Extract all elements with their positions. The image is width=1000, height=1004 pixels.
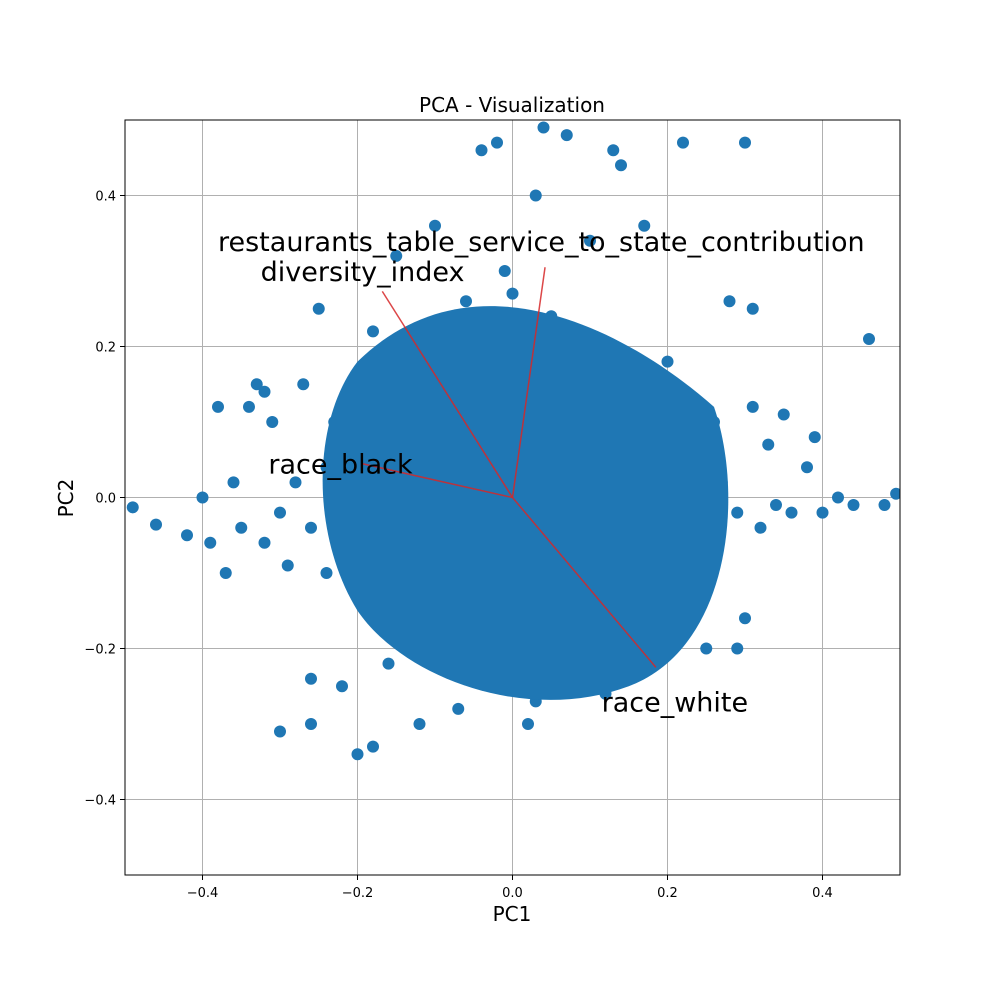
scatter-point-27 (382, 657, 395, 670)
scatter-point-96 (258, 385, 271, 398)
loading-labels: restaurants_table_service_to_state_contr… (218, 227, 865, 719)
scatter-point-46 (529, 189, 542, 202)
scatter-point-21 (336, 680, 348, 693)
scatter-point-93 (700, 642, 713, 655)
scatter-point-8 (235, 521, 248, 534)
scatter-point-17 (305, 672, 317, 685)
scatter-point-36 (452, 702, 465, 715)
x-tick-label-0: −0.4 (187, 886, 219, 901)
scatter-point-13 (274, 506, 286, 519)
scatter-point-82 (847, 499, 860, 512)
scatter-point-63 (661, 355, 674, 368)
scatter-point-3 (196, 491, 209, 504)
scatter-point-102 (746, 302, 759, 315)
scatter-point-14 (281, 559, 294, 572)
scatter-point-37 (460, 295, 472, 308)
x-tick-label-2: 0.0 (502, 886, 523, 901)
y-tick-label-1: −0.2 (84, 643, 116, 658)
scatter-point-31 (413, 718, 426, 730)
scatter-point-80 (816, 506, 829, 519)
scatter-point-4 (204, 536, 217, 549)
scatter-point-10 (250, 378, 263, 391)
loading-vector-1 (381, 290, 514, 498)
x-axis-ticks: −0.4 −0.2 0.0 0.2 0.4 (187, 875, 833, 901)
scatter-point-74 (746, 400, 759, 413)
scatter-point-97 (506, 287, 519, 300)
scatter-point-19 (320, 567, 333, 579)
scatter-point-78 (785, 506, 798, 519)
scatter-point-11 (258, 536, 271, 549)
y-tick-label-2: 0.0 (95, 492, 116, 507)
scatter-point-0 (126, 501, 139, 514)
scatter-point-57 (615, 159, 627, 172)
scatter-point-53 (584, 234, 596, 247)
scatter-point-75 (754, 521, 767, 534)
scatter-point-94 (305, 521, 317, 534)
scatter-point-101 (491, 136, 503, 149)
scatter-point-100 (537, 121, 550, 134)
scatter-point-88 (367, 740, 379, 753)
chart-title: PCA - Visualization (419, 93, 605, 117)
scatter-point-83 (863, 332, 875, 345)
y-tick-label-3: 0.2 (95, 341, 116, 356)
scatter-point-73 (739, 136, 751, 149)
scatter-point-25 (367, 325, 379, 338)
scatter-point-79 (801, 461, 813, 474)
scatter-point-50 (560, 129, 573, 142)
y-tick-label-4: 0.4 (95, 190, 116, 205)
y-axis-label: PC2 (54, 479, 78, 518)
x-axis-label: PC1 (493, 902, 532, 926)
loading-vectors (361, 267, 657, 668)
loading-label-2: race_black (268, 450, 413, 481)
loading-label-0: restaurants_table_service_to_state_contr… (218, 227, 865, 258)
scatter-point-84 (878, 499, 891, 512)
scatter-point-7 (227, 476, 240, 489)
scatter-point-77 (770, 499, 782, 512)
x-tick-label-1: −0.2 (342, 886, 374, 901)
scatter-point-2 (181, 529, 193, 542)
scatter-point-33 (429, 219, 441, 232)
x-tick-label-3: 0.2 (657, 886, 678, 901)
scatter-point-98 (607, 144, 620, 157)
scatter-point-16 (297, 378, 310, 391)
scatter-point-86 (274, 725, 286, 738)
scatter-point-5 (212, 400, 224, 413)
scatter-point-71 (723, 295, 736, 308)
scatter-point-39 (475, 144, 488, 157)
scatter-point-42 (498, 265, 511, 277)
scatter-point-15 (289, 476, 302, 489)
loading-vector-3 (511, 497, 657, 668)
scatter-point-81 (832, 491, 844, 504)
scatter-point-6 (219, 567, 232, 579)
loading-label-3: race_white (602, 687, 749, 718)
scatter-point-85 (890, 487, 900, 500)
scatter-point-45 (522, 718, 534, 730)
scatter-point-23 (351, 748, 364, 761)
scatter-point-91 (731, 642, 744, 655)
scatter-point-9 (243, 400, 255, 413)
scatter-point-104 (808, 431, 821, 444)
loading-vector-2 (361, 462, 513, 499)
scatter-point-12 (266, 416, 279, 428)
scatter-point-72 (731, 506, 744, 519)
scatter-point-76 (762, 438, 775, 451)
y-axis-ticks: −0.4 −0.2 0.0 0.2 0.4 (84, 190, 125, 809)
scatter-points (126, 121, 900, 761)
point-cloud-dense-region (322, 306, 729, 700)
scatter-point-103 (777, 408, 790, 421)
loading-label-1: diversity_index (261, 257, 465, 288)
scatter-point-92 (739, 612, 751, 625)
x-tick-label-4: 0.4 (812, 886, 833, 901)
scatter-point-99 (677, 136, 689, 149)
scatter-point-18 (312, 302, 325, 315)
scatter-point-60 (638, 219, 651, 232)
scatter-point-28 (390, 249, 403, 262)
scatter-point-87 (305, 718, 317, 730)
scatter-point-1 (150, 518, 162, 531)
y-tick-label-0: −0.4 (84, 794, 116, 809)
loading-vector-0 (511, 267, 546, 498)
